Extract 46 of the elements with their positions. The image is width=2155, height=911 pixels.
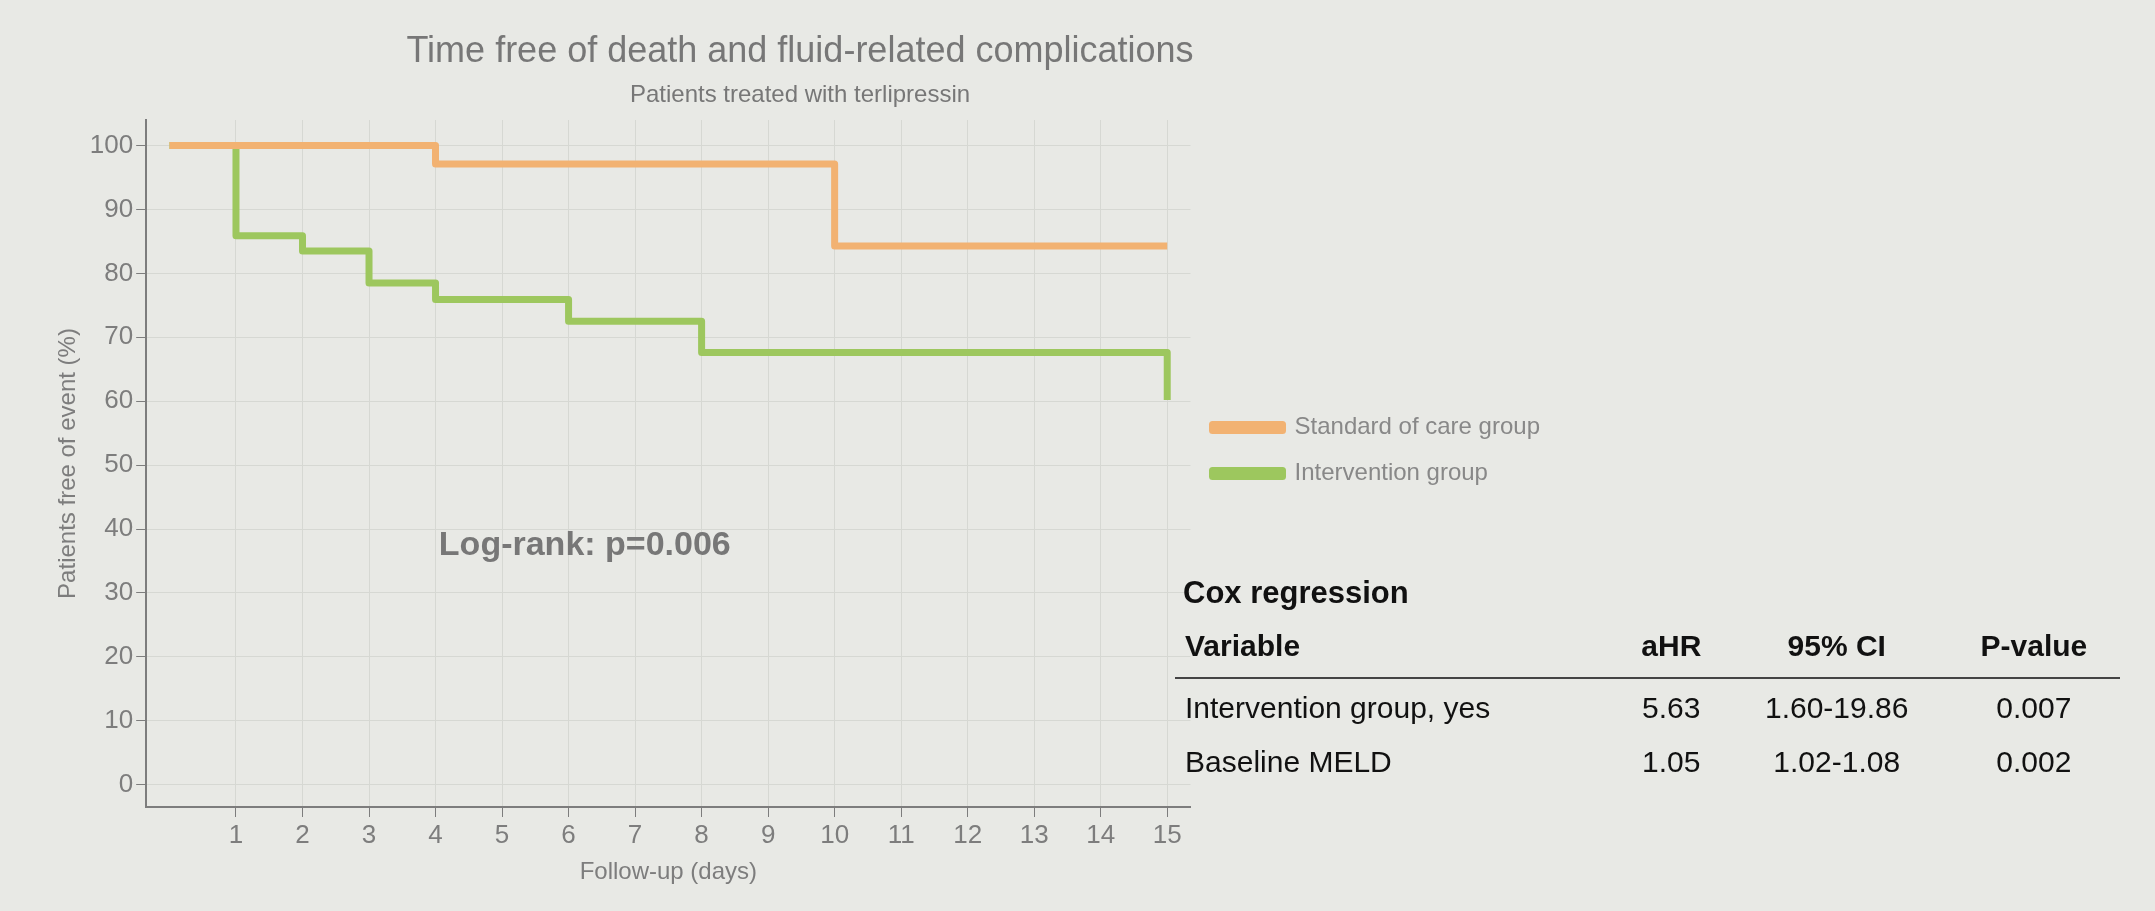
y-tick-label: 80	[104, 256, 134, 287]
chart-subtitle: Patients treated with terlipressin	[629, 80, 971, 108]
x-tick-label: 4	[428, 818, 443, 849]
text: 0.002	[1995, 744, 2073, 780]
chart-title: Time free of death and fluid-related complications	[406, 28, 1194, 70]
x-axis-title: Follow-up (days)	[579, 857, 758, 885]
y-tick-label: 10	[104, 703, 134, 734]
annotation: Intervention group, yes	[1184, 690, 1492, 726]
x-tick-label: 9	[760, 818, 776, 849]
category-label: 95% CI	[1725, 623, 1948, 678]
x-tick-label: 10	[820, 818, 850, 849]
y-tick-label: 0	[118, 767, 134, 798]
y-tick-label: 20	[104, 639, 134, 670]
annotation: Baseline MELD	[1184, 744, 1393, 780]
y-axis-title: Patients free of event (%)	[53, 328, 81, 599]
x-tick-label: 3	[361, 818, 377, 849]
x-tick-label: 5	[494, 818, 510, 849]
y-tick-label: 70	[104, 320, 134, 351]
annotation: Log-rank: p=0.006	[438, 524, 731, 563]
y-tick-label: 100	[89, 128, 134, 159]
y-tick-label: 90	[104, 192, 134, 223]
y-tick-label: 50	[104, 448, 134, 479]
text: 5.63	[1641, 690, 1702, 726]
text: 1.05	[1641, 744, 1702, 780]
x-tick-label: 11	[887, 818, 915, 849]
text: 0.007	[1995, 690, 2073, 726]
y-tick-label: 60	[104, 384, 134, 415]
x-tick-label: 13	[1019, 818, 1049, 849]
x-tick-label: 15	[1152, 818, 1182, 849]
legend-label: Standard of care group	[1294, 412, 1540, 440]
y-tick-label: 30	[104, 576, 134, 607]
x-tick-label: 2	[295, 818, 310, 849]
text: 1.02-1.08	[1772, 744, 1902, 780]
x-tick-label: 7	[627, 818, 643, 849]
x-tick-label: 8	[694, 818, 709, 849]
category-label: aHR	[1616, 623, 1726, 678]
y-tick-label: 40	[104, 512, 134, 543]
category-label: P-value	[1947, 623, 2120, 678]
text: Cox regression	[1183, 575, 1410, 611]
x-tick-label: 1	[228, 818, 244, 849]
x-tick-label: 12	[953, 818, 983, 849]
category-label: Variable	[1175, 623, 1617, 678]
x-tick-label: 14	[1086, 818, 1116, 849]
text: 1.60-19.86	[1764, 690, 1910, 726]
x-tick-label: 6	[561, 818, 576, 849]
legend-label: Intervention group	[1294, 458, 1488, 486]
